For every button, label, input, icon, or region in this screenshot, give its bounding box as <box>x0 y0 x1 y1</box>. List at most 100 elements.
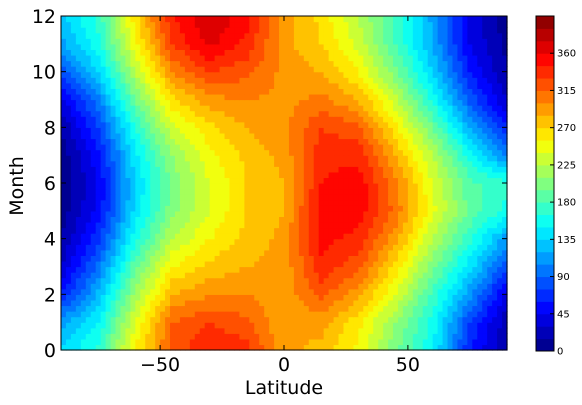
heatmap-cell <box>214 311 221 318</box>
heatmap-cell <box>313 266 320 273</box>
heatmap-cell <box>140 322 146 329</box>
heatmap-cell <box>155 88 161 95</box>
heatmap-cell <box>472 49 478 56</box>
heatmap-cell <box>120 71 127 78</box>
heatmap-cell <box>417 171 424 179</box>
heatmap-cell <box>65 333 72 340</box>
heatmap-cell <box>125 155 131 162</box>
heatmap-cell <box>199 288 206 295</box>
heatmap-cell <box>204 121 211 128</box>
heatmap-cell <box>239 171 245 179</box>
heatmap-cell <box>373 166 379 173</box>
heatmap-cell <box>80 71 87 78</box>
heatmap-cell <box>120 93 127 101</box>
heatmap-cell <box>492 277 498 284</box>
heatmap-cell <box>298 338 305 346</box>
heatmap-cell <box>348 132 354 140</box>
heatmap-cell <box>70 244 77 251</box>
heatmap-cell <box>442 221 449 229</box>
heatmap-cell <box>492 138 498 145</box>
heatmap-cell <box>298 255 305 262</box>
heatmap-cell <box>90 316 97 323</box>
heatmap-cell <box>308 93 315 101</box>
heatmap-cell <box>288 99 295 106</box>
heatmap-cell <box>427 160 434 167</box>
heatmap-cell <box>244 43 250 50</box>
heatmap-cell <box>199 327 206 334</box>
heatmap-cell <box>189 188 196 195</box>
heatmap-cell <box>100 199 107 206</box>
heatmap-cell <box>145 249 151 256</box>
heatmap-cell <box>155 188 161 195</box>
heatmap-cell <box>279 316 285 323</box>
heatmap-cell <box>234 105 240 112</box>
heatmap-cell <box>239 216 245 223</box>
heatmap-cell <box>318 244 325 251</box>
heatmap-cell <box>244 60 250 67</box>
heatmap-cell <box>378 132 384 140</box>
heatmap-cell <box>214 288 221 295</box>
heatmap-cell <box>150 38 156 45</box>
heatmap-cell <box>170 344 176 351</box>
heatmap-cell <box>293 183 300 190</box>
heatmap-cell <box>199 216 206 223</box>
heatmap-cell <box>457 144 463 151</box>
heatmap-cell <box>432 311 439 318</box>
heatmap-cell <box>244 99 250 106</box>
heatmap-cell <box>318 82 325 89</box>
heatmap-cell <box>145 266 151 273</box>
heatmap-cell <box>298 177 305 184</box>
heatmap-cell <box>95 283 102 290</box>
heatmap-cell <box>318 43 325 50</box>
heatmap-cell <box>378 305 384 312</box>
heatmap-cell <box>209 82 216 89</box>
heatmap-cell <box>303 110 310 117</box>
heatmap-cell <box>358 155 364 162</box>
heatmap-cell <box>100 266 107 273</box>
heatmap-cell <box>348 188 354 195</box>
heatmap-cell <box>397 194 404 201</box>
heatmap-cell <box>323 233 330 240</box>
heatmap-cell <box>199 322 206 329</box>
heatmap-cell <box>214 60 221 67</box>
heatmap-cell <box>368 244 374 251</box>
heatmap-cell <box>194 110 201 117</box>
heatmap-cell <box>417 238 424 245</box>
heatmap-cell <box>293 166 300 173</box>
heatmap-cell <box>229 160 236 167</box>
heatmap-cell <box>204 322 211 329</box>
heatmap-cell <box>259 116 265 123</box>
heatmap-cell <box>313 205 320 212</box>
heatmap-cell <box>492 311 498 318</box>
heatmap-cell <box>407 266 414 273</box>
heatmap-cell <box>209 205 216 212</box>
heatmap-cell <box>427 166 434 173</box>
heatmap-cell <box>65 283 72 290</box>
heatmap-cell <box>427 149 434 156</box>
heatmap-cell <box>492 149 498 156</box>
heatmap-cell <box>368 144 374 151</box>
heatmap-cell <box>402 294 409 301</box>
heatmap-cell <box>61 155 67 162</box>
heatmap-cell <box>249 144 255 151</box>
heatmap-cell <box>422 205 429 212</box>
heatmap-cell <box>288 49 295 56</box>
heatmap-cell <box>61 311 67 318</box>
heatmap-cell <box>165 327 171 334</box>
heatmap-cell <box>239 255 245 262</box>
heatmap-cell <box>502 327 508 334</box>
heatmap-cell <box>75 54 82 62</box>
heatmap-cell <box>204 93 211 101</box>
heatmap-cell <box>502 199 508 206</box>
heatmap-cell <box>274 238 280 245</box>
heatmap-cell <box>472 43 478 50</box>
heatmap-cell <box>338 338 345 346</box>
heatmap-cell <box>264 144 270 151</box>
heatmap-cell <box>179 82 186 89</box>
heatmap-cell <box>288 255 295 262</box>
heatmap-cell <box>348 194 354 201</box>
heatmap-cell <box>338 149 345 156</box>
heatmap-cell <box>303 272 310 279</box>
heatmap-cell <box>145 233 151 240</box>
heatmap-cell <box>150 93 156 101</box>
